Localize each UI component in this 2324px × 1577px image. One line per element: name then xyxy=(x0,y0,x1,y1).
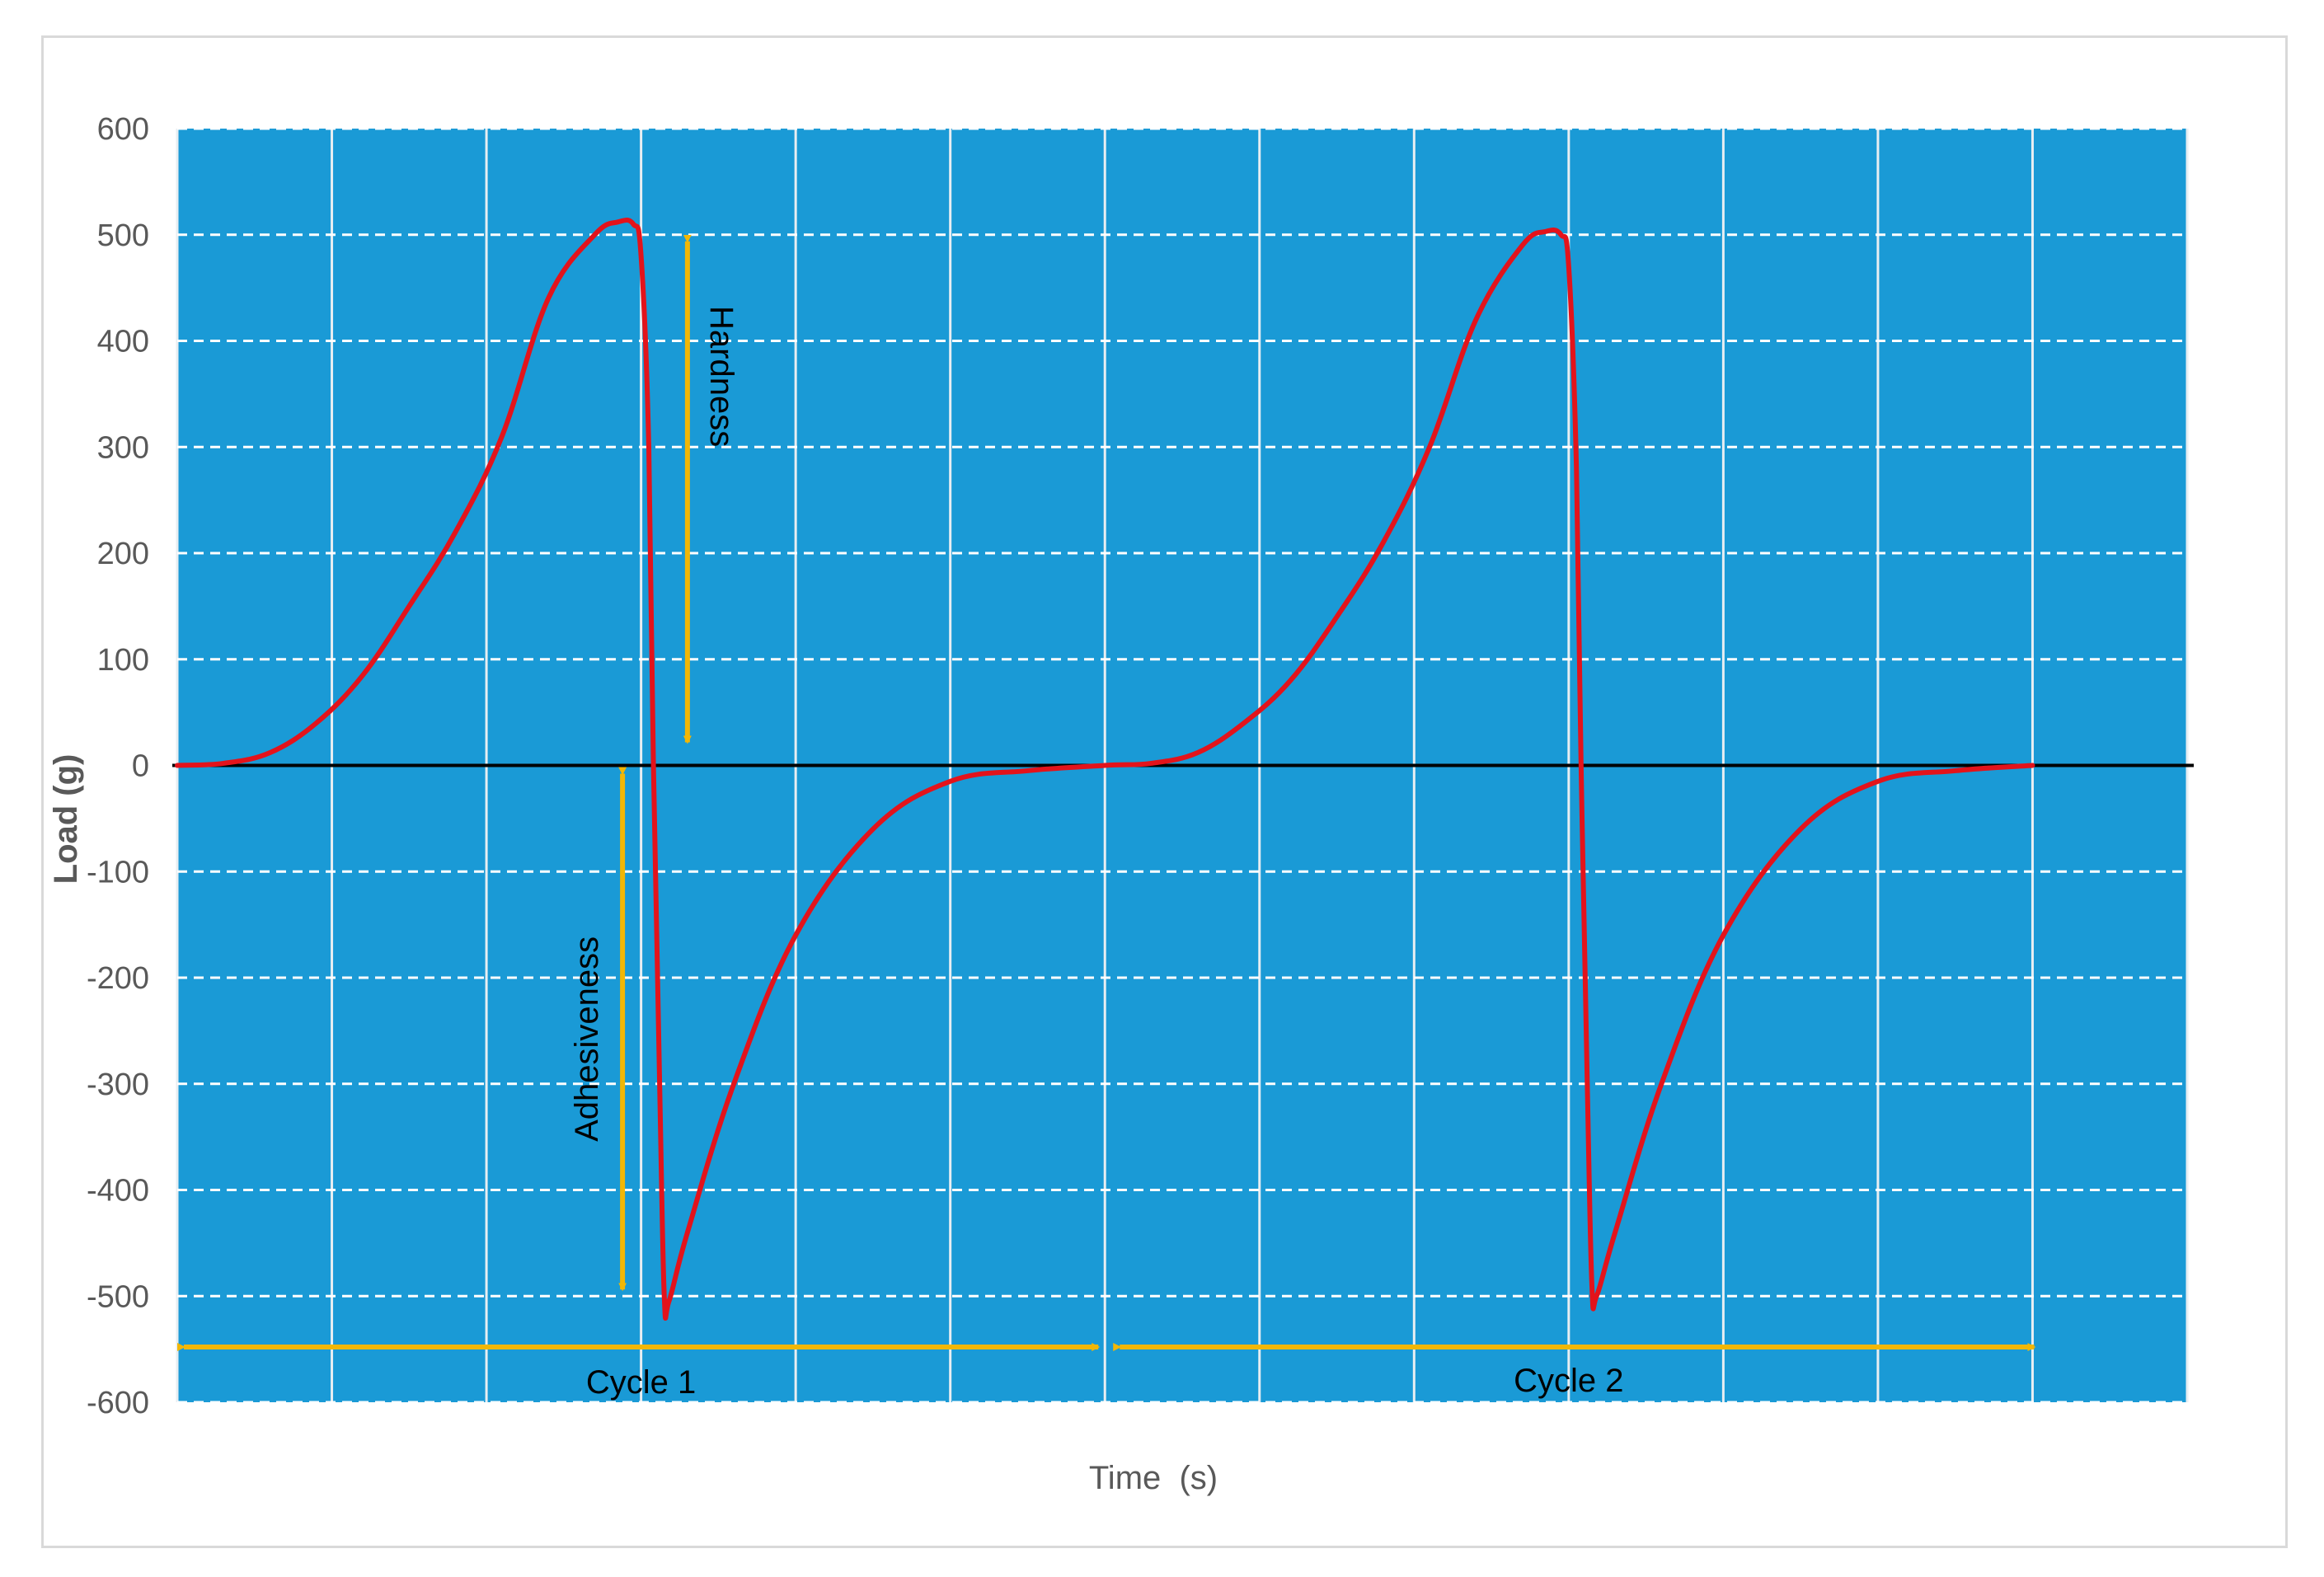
y-axis-label: Load (g) xyxy=(48,754,84,885)
y-tick-label: 500 xyxy=(97,218,149,253)
chart-frame: 600 500 400 300 200 100 0 -100 -200 -300 -400 -500 -… xyxy=(41,35,2288,1548)
y-tick-label: -600 xyxy=(87,1386,149,1420)
load-time-chart: 600 500 400 300 200 100 0 -100 -200 -300 -400 -500 -… xyxy=(48,112,2194,1496)
y-tick-label: 0 xyxy=(132,749,149,784)
x-axis-label: Time (s) xyxy=(1089,1460,1218,1496)
hardness-label: Hardness xyxy=(703,306,739,447)
horizontal-gridlines xyxy=(177,127,2187,1404)
y-tick-label: -400 xyxy=(87,1174,149,1209)
annotations: Hardness Adhesiveness Cycle 1 Cycle 2 xyxy=(177,234,2036,1401)
y-tick-label: 600 xyxy=(97,112,149,147)
y-axis-tick-labels: 600 500 400 300 200 100 0 -100 -200 -300 -400 -500 -… xyxy=(87,112,149,1420)
y-tick-label: 300 xyxy=(97,430,149,465)
y-tick-label: -200 xyxy=(87,961,149,996)
y-tick-label: 400 xyxy=(97,325,149,359)
y-tick-label: -500 xyxy=(87,1279,149,1314)
y-tick-label: 200 xyxy=(97,537,149,571)
y-tick-label: 100 xyxy=(97,643,149,678)
adhesiveness-label: Adhesiveness xyxy=(569,936,605,1142)
cycle-1-label: Cycle 1 xyxy=(586,1364,696,1401)
load-curve xyxy=(175,217,2035,1321)
y-tick-label: -100 xyxy=(87,855,149,889)
y-tick-label: -300 xyxy=(87,1068,149,1102)
cycle-2-label: Cycle 2 xyxy=(1514,1363,1623,1399)
